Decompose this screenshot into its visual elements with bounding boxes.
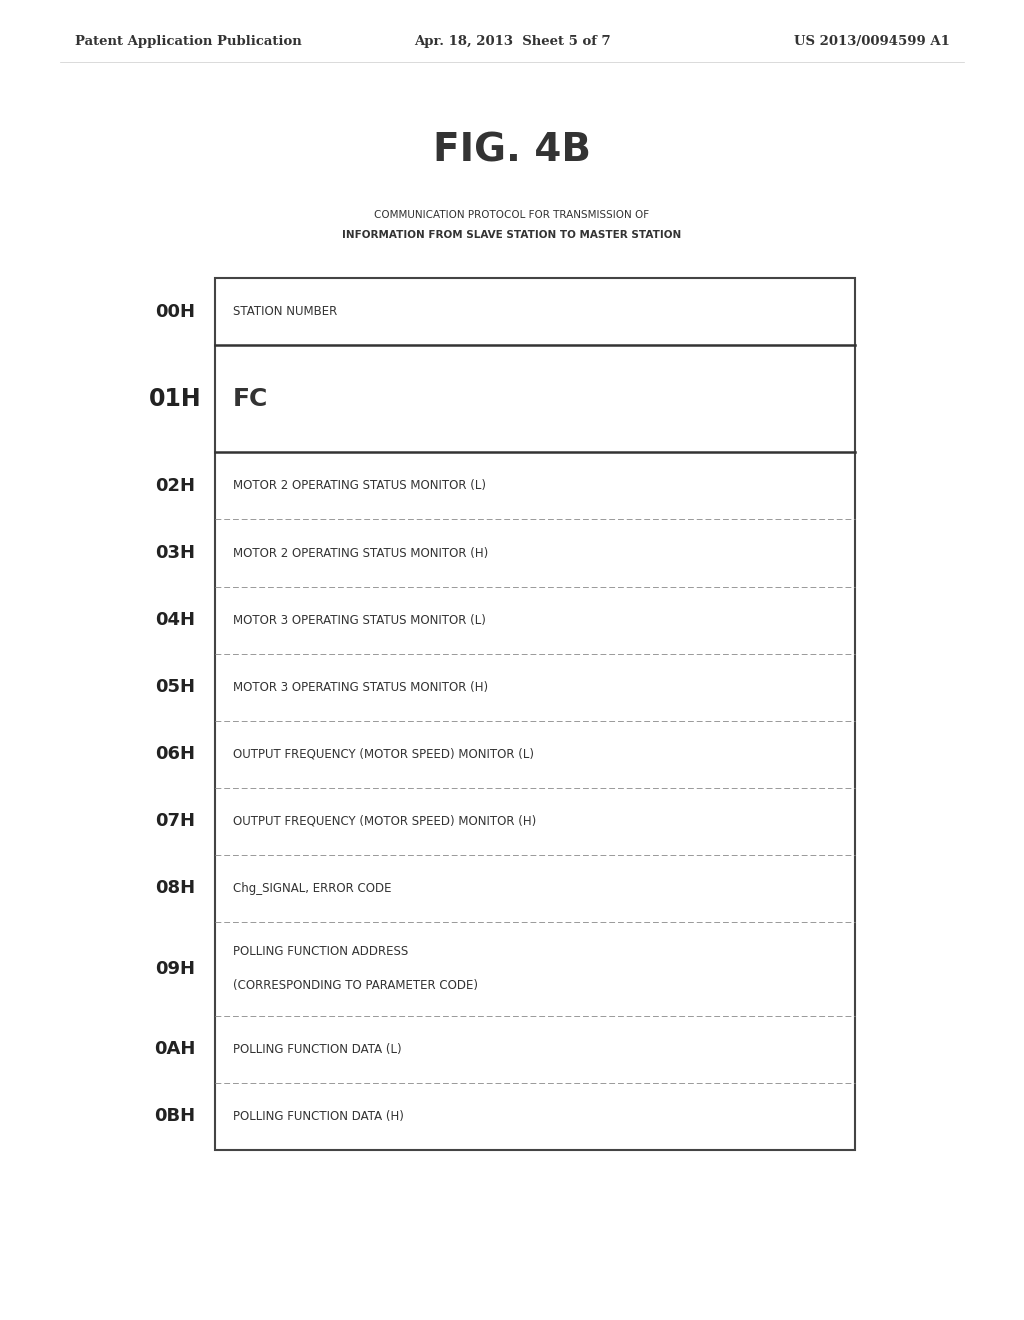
Text: 06H: 06H: [155, 746, 195, 763]
Text: 04H: 04H: [155, 611, 195, 630]
Text: POLLING FUNCTION DATA (L): POLLING FUNCTION DATA (L): [233, 1043, 401, 1056]
Text: MOTOR 3 OPERATING STATUS MONITOR (H): MOTOR 3 OPERATING STATUS MONITOR (H): [233, 681, 488, 694]
Text: FC: FC: [233, 387, 268, 411]
Text: Chg_SIGNAL, ERROR CODE: Chg_SIGNAL, ERROR CODE: [233, 882, 391, 895]
Text: INFORMATION FROM SLAVE STATION TO MASTER STATION: INFORMATION FROM SLAVE STATION TO MASTER…: [342, 230, 682, 240]
Text: 02H: 02H: [155, 477, 195, 495]
Text: MOTOR 2 OPERATING STATUS MONITOR (L): MOTOR 2 OPERATING STATUS MONITOR (L): [233, 479, 486, 492]
Text: 07H: 07H: [155, 812, 195, 830]
Text: US 2013/0094599 A1: US 2013/0094599 A1: [795, 36, 950, 49]
Text: OUTPUT FREQUENCY (MOTOR SPEED) MONITOR (L): OUTPUT FREQUENCY (MOTOR SPEED) MONITOR (…: [233, 747, 534, 760]
Text: 08H: 08H: [155, 879, 195, 898]
Text: (CORRESPONDING TO PARAMETER CODE): (CORRESPONDING TO PARAMETER CODE): [233, 979, 478, 993]
Text: 00H: 00H: [155, 302, 195, 321]
Text: 03H: 03H: [155, 544, 195, 562]
Text: Apr. 18, 2013  Sheet 5 of 7: Apr. 18, 2013 Sheet 5 of 7: [414, 36, 610, 49]
Bar: [215, 279, 855, 1150]
Text: POLLING FUNCTION DATA (H): POLLING FUNCTION DATA (H): [233, 1110, 403, 1123]
Text: 09H: 09H: [155, 960, 195, 978]
Text: 0BH: 0BH: [155, 1107, 196, 1126]
Text: STATION NUMBER: STATION NUMBER: [233, 305, 337, 318]
Text: Patent Application Publication: Patent Application Publication: [75, 36, 302, 49]
Text: 0AH: 0AH: [155, 1040, 196, 1059]
Text: 05H: 05H: [155, 678, 195, 696]
Text: OUTPUT FREQUENCY (MOTOR SPEED) MONITOR (H): OUTPUT FREQUENCY (MOTOR SPEED) MONITOR (…: [233, 814, 537, 828]
Text: POLLING FUNCTION ADDRESS: POLLING FUNCTION ADDRESS: [233, 945, 409, 958]
Text: COMMUNICATION PROTOCOL FOR TRANSMISSION OF: COMMUNICATION PROTOCOL FOR TRANSMISSION …: [375, 210, 649, 220]
Text: 01H: 01H: [148, 387, 202, 411]
Text: MOTOR 2 OPERATING STATUS MONITOR (H): MOTOR 2 OPERATING STATUS MONITOR (H): [233, 546, 488, 560]
Text: MOTOR 3 OPERATING STATUS MONITOR (L): MOTOR 3 OPERATING STATUS MONITOR (L): [233, 614, 485, 627]
Text: FIG. 4B: FIG. 4B: [433, 131, 591, 169]
